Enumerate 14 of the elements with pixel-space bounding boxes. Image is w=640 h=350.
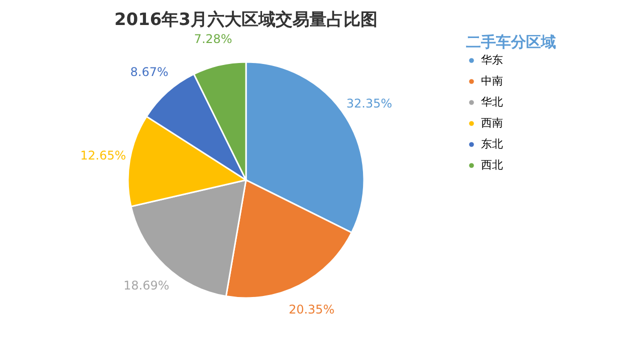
data-label: 18.69% (124, 278, 170, 292)
legend-label: 西南 (481, 116, 503, 130)
legend-label: 东北 (481, 138, 503, 150)
data-label: 7.28% (194, 32, 232, 46)
legend-label: 华东 (481, 54, 503, 66)
chart-title: 2016年3月六大区域交易量占比图 (114, 10, 378, 30)
legend-label: 华北 (481, 96, 503, 108)
legend-label: 中南 (481, 74, 503, 88)
data-label: 8.67% (130, 64, 168, 79)
legend-label: 西北 (481, 158, 503, 172)
data-label: 32.35% (346, 96, 392, 111)
data-label: 12.65% (80, 148, 126, 162)
legend-title: 二手车分区域 (466, 33, 556, 51)
data-label: 20.35% (288, 302, 334, 316)
